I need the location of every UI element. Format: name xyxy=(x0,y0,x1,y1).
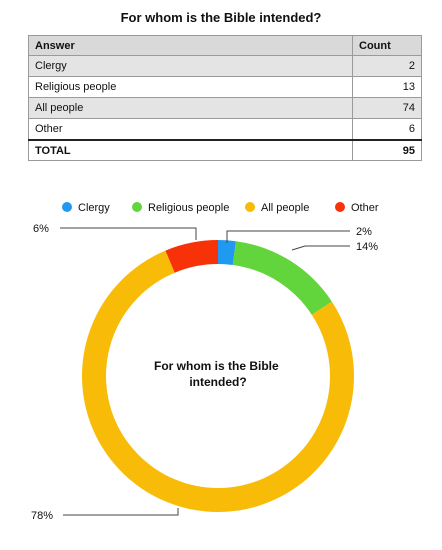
legend-label-clergy: Clergy xyxy=(78,202,110,214)
legend-label-other: Other xyxy=(351,202,379,214)
table-header-row: Answer Count xyxy=(28,35,422,56)
donut-slice-clergy xyxy=(218,240,236,265)
total-row: TOTAL 95 xyxy=(28,139,422,161)
pct-label-other: 6% xyxy=(33,223,49,235)
center-label-line-2: intended? xyxy=(189,375,246,389)
donut-slice-religious-people xyxy=(232,241,332,315)
leader-line-clergy xyxy=(226,230,350,243)
legend: Clergy Religious people All people Other xyxy=(62,202,379,214)
table-row: Other 6 xyxy=(28,118,422,141)
leader-line-other xyxy=(60,227,197,240)
table-row: All people 74 xyxy=(28,97,422,119)
answer-cell: All people xyxy=(28,97,353,119)
leader-lines xyxy=(60,227,350,516)
table-title: For whom is the Bible intended? xyxy=(120,10,322,25)
count-cell: 74 xyxy=(352,97,422,119)
pct-label-religious: 14% xyxy=(356,241,378,253)
count-column-header: Count xyxy=(352,35,422,56)
legend-swatch-religious xyxy=(132,202,142,212)
center-label: For whom is the Bible intended? xyxy=(154,359,282,389)
answer-count-table: Answer Count Clergy 2 Religious people 1… xyxy=(28,35,422,161)
pct-label-clergy: 2% xyxy=(356,226,372,238)
count-cell: 2 xyxy=(352,55,422,77)
donut-slices xyxy=(81,240,355,512)
leader-line-religious xyxy=(291,245,350,251)
total-label: TOTAL xyxy=(28,139,353,161)
legend-swatch-clergy xyxy=(62,202,72,212)
legend-swatch-all xyxy=(245,202,255,212)
answer-cell: Clergy xyxy=(28,55,353,77)
leader-line-all xyxy=(63,508,179,516)
table-row: Clergy 2 xyxy=(28,55,422,77)
donut-slice-other xyxy=(165,240,218,273)
center-label-line-1: For whom is the Bible xyxy=(154,359,279,373)
total-value: 95 xyxy=(352,139,422,161)
answer-column-header: Answer xyxy=(28,35,353,56)
legend-swatch-other xyxy=(335,202,345,212)
pct-label-all: 78% xyxy=(31,510,53,522)
legend-label-religious: Religious people xyxy=(148,202,229,214)
legend-label-all: All people xyxy=(261,202,309,214)
